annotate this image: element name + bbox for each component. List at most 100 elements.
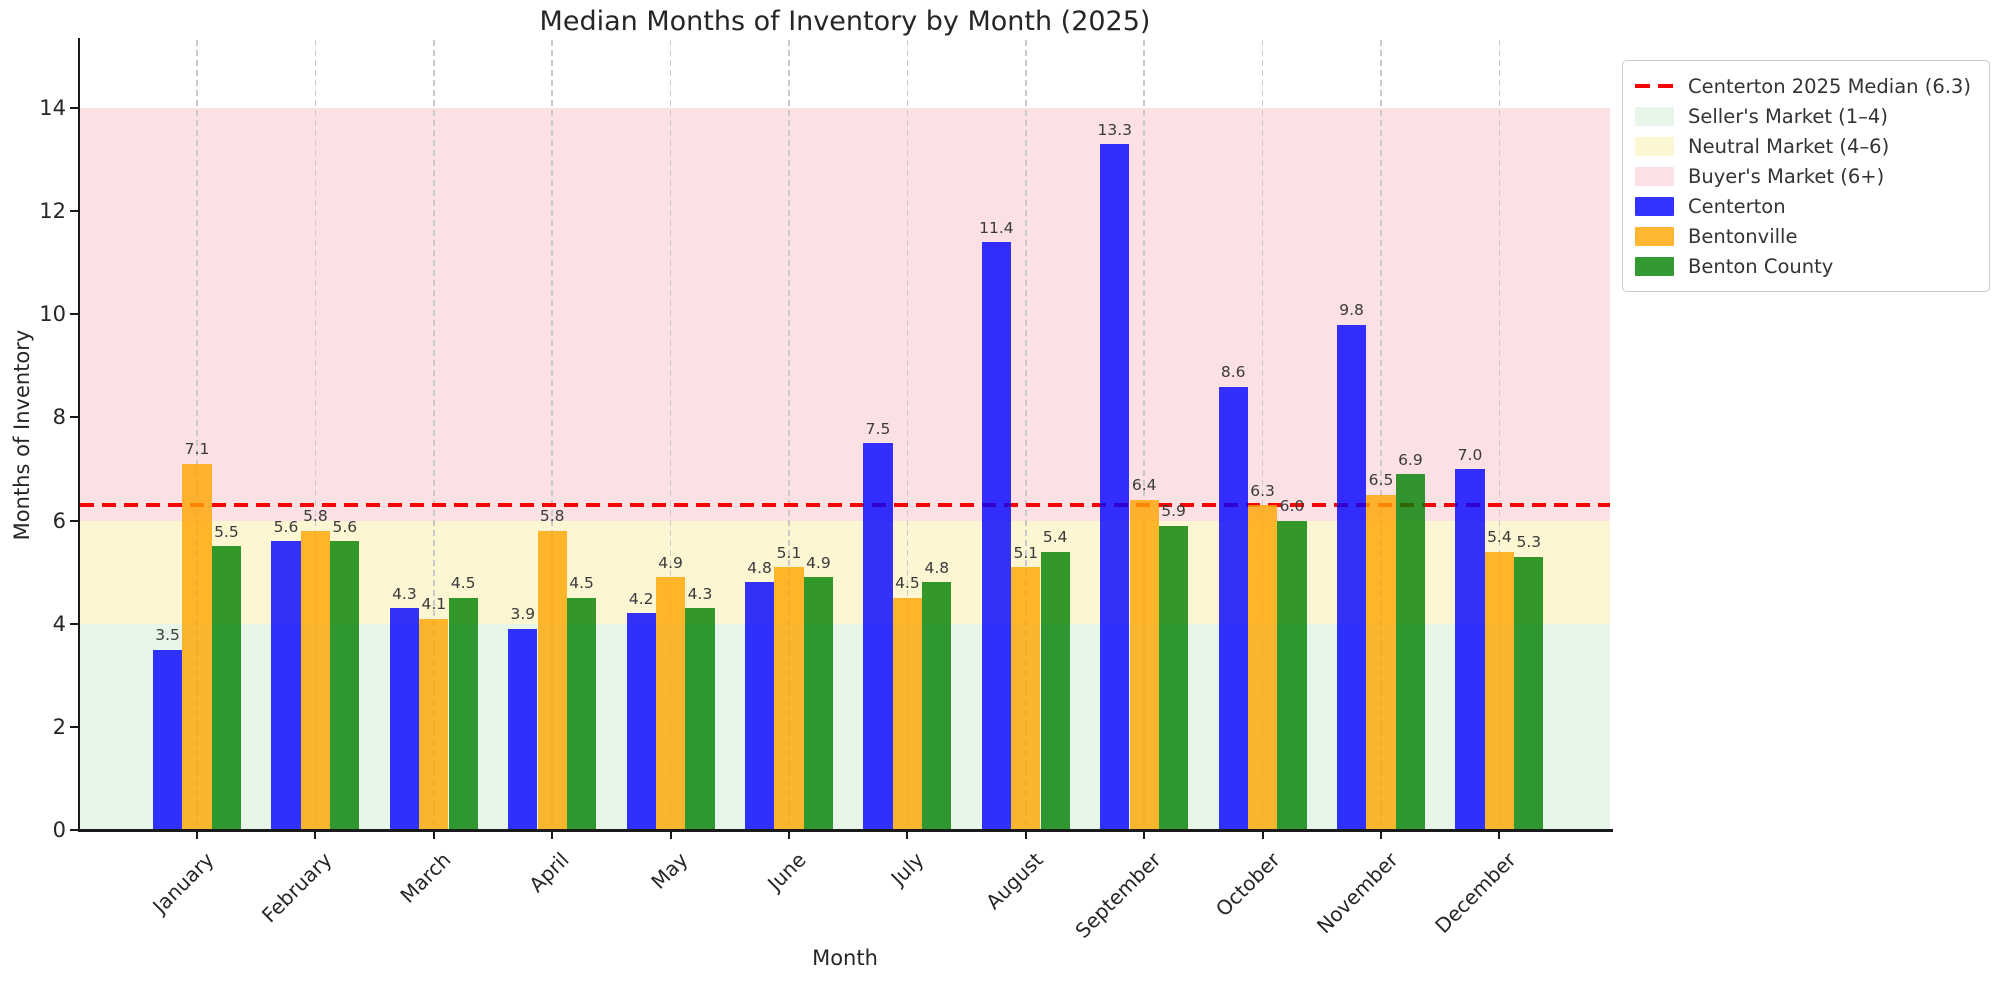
- bar-benton-county-january: [211, 546, 242, 830]
- bar-benton-county-july: [922, 582, 952, 830]
- y-axis-spine: [77, 38, 80, 832]
- bar-bentonville-may: [655, 577, 686, 830]
- bar-value-label: 11.4: [979, 218, 1014, 237]
- bar-value-label: 5.1: [1013, 543, 1039, 562]
- bar-value-label: 8.6: [1220, 363, 1246, 382]
- x-axis-spine: [77, 829, 1613, 832]
- bar-centerton-june: [744, 582, 775, 830]
- y-tick-mark: [70, 210, 78, 213]
- y-tick-label: 2: [52, 714, 66, 739]
- bar-bentonville-december: [1484, 551, 1515, 830]
- x-tick-label-november: November: [1312, 847, 1403, 939]
- legend-item: Seller's Market (1–4): [1635, 101, 1977, 131]
- bar-value-label: 7.5: [865, 419, 891, 438]
- x-tick-label-september: September: [1070, 847, 1166, 943]
- x-tick-label-january: January: [147, 847, 219, 919]
- x-tick-mark: [1498, 831, 1501, 839]
- gridline-january: [196, 40, 198, 830]
- y-tick-label: 8: [52, 405, 66, 430]
- bar-bentonville-august: [1011, 567, 1041, 830]
- bar-value-label: 4.2: [628, 589, 654, 608]
- gridline-august: [1025, 40, 1027, 830]
- bar-benton-county-november: [1395, 474, 1426, 830]
- y-tick-label: 6: [52, 508, 66, 533]
- plot-area: 3.5 5.6 4.3 3.9 4.2 4.8 7.5 11.4 13.3 8.6 9.8 7.0 7.…: [80, 40, 1610, 830]
- y-tick-mark: [70, 416, 78, 419]
- bar-value-label: 6.4: [1131, 476, 1157, 495]
- bar-value-label: 3.9: [510, 605, 536, 624]
- legend-item-label: Centerton: [1688, 194, 1786, 218]
- y-axis-label: Months of Inventory: [10, 329, 34, 541]
- bar-bentonville-june: [774, 567, 804, 830]
- bar-value-label: 5.5: [214, 522, 239, 541]
- x-tick-label-december: December: [1430, 847, 1521, 938]
- bar-value-label: 7.0: [1457, 445, 1483, 464]
- x-tick-label-march: March: [395, 847, 456, 908]
- bar-benton-county-june: [803, 577, 834, 830]
- legend-item-label: Buyer's Market (6+): [1688, 164, 1885, 188]
- x-tick-mark: [1143, 831, 1146, 839]
- gridline-september: [1143, 40, 1145, 830]
- y-tick-label: 10: [39, 302, 66, 327]
- bar-centerton-february: [271, 541, 301, 830]
- legend-dashed-line-swatch: [1635, 84, 1674, 88]
- bar-value-label: 4.1: [421, 595, 447, 614]
- bar-value-label: 6.5: [1368, 471, 1394, 490]
- x-tick-label-july: July: [886, 847, 929, 890]
- x-tick-mark: [1024, 831, 1027, 839]
- bar-value-label: 13.3: [1097, 120, 1133, 139]
- bar-bentonville-january: [182, 463, 212, 830]
- legend-color-swatch: [1635, 196, 1674, 216]
- legend-item: Buyer's Market (6+): [1635, 161, 1977, 191]
- bar-value-label: 7.1: [184, 440, 210, 459]
- x-tick-mark: [1380, 831, 1382, 839]
- gridline-october: [1261, 40, 1264, 830]
- y-tick-label: 12: [39, 199, 66, 224]
- legend-item-label: Centerton 2025 Median (6.3): [1688, 74, 1971, 98]
- bar-bentonville-march: [419, 618, 449, 830]
- bar-bentonville-april: [537, 530, 567, 830]
- chart-title: Median Months of Inventory by Month (202…: [539, 6, 1151, 37]
- y-tick-mark: [70, 622, 78, 625]
- bar-value-label: 5.8: [539, 507, 565, 526]
- legend-item: Centerton: [1635, 191, 1977, 221]
- bar-value-label: 4.8: [747, 558, 772, 577]
- y-tick-mark: [70, 313, 78, 316]
- gridline-december: [1498, 40, 1501, 830]
- bar-value-label: 4.9: [806, 553, 831, 572]
- bar-centerton-august: [981, 242, 1012, 830]
- legend-item: Centerton 2025 Median (6.3): [1635, 71, 1977, 101]
- bar-value-label: 4.5: [450, 574, 476, 593]
- legend-color-swatch: [1635, 136, 1674, 156]
- gridline-november: [1380, 40, 1382, 830]
- bar-value-label: 5.6: [273, 517, 299, 536]
- x-tick-mark: [314, 831, 317, 839]
- y-tick-label: 0: [52, 818, 66, 842]
- legend-item: Benton County: [1635, 251, 1977, 281]
- gridline-may: [669, 40, 672, 830]
- bar-value-label: 4.3: [687, 584, 713, 603]
- x-tick-mark: [551, 831, 554, 839]
- gridline-april: [551, 40, 553, 830]
- bar-benton-county-october: [1277, 520, 1307, 830]
- legend-item: Neutral Market (4–6): [1635, 131, 1977, 161]
- bar-benton-county-march: [448, 597, 478, 830]
- legend-color-swatch: [1635, 166, 1674, 186]
- x-axis-label: Month: [812, 946, 878, 970]
- x-tick-label-may: May: [645, 847, 693, 894]
- legend-item-label: Seller's Market (1–4): [1688, 104, 1888, 128]
- bar-value-label: 4.9: [658, 553, 683, 572]
- legend-item-label: Benton County: [1688, 254, 1834, 278]
- legend-item: Bentonville: [1635, 221, 1977, 251]
- bar-value-label: 4.3: [392, 584, 417, 603]
- x-tick-mark: [1261, 831, 1264, 839]
- bar-centerton-april: [508, 628, 538, 830]
- gridline-february: [314, 40, 317, 830]
- x-tick-mark: [432, 831, 435, 839]
- bar-benton-county-august: [1040, 551, 1070, 830]
- x-tick-mark: [669, 831, 672, 839]
- legend: Centerton 2025 Median (6.3) Seller's Mark…: [1622, 60, 1990, 292]
- legend-item-label: Bentonville: [1688, 224, 1798, 248]
- bar-value-label: 6.3: [1250, 481, 1275, 500]
- gridline-june: [788, 40, 790, 830]
